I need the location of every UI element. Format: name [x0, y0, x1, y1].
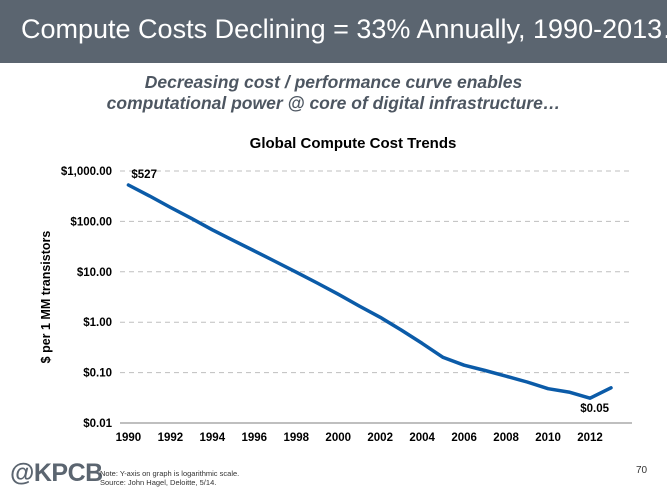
footer-notes: Note: Y-axis on graph is logarithmic sca… — [100, 469, 239, 487]
y-tick-label: $100.00 — [70, 216, 112, 228]
y-tick-label: $0.01 — [83, 418, 112, 430]
grid-lines — [120, 170, 632, 374]
y-tick-label: $10.00 — [77, 267, 112, 279]
footer-source: Source: John Hagel, Deloitte, 5/14. — [100, 478, 217, 487]
y-axis-label: $ per 1 MM transistors — [39, 231, 53, 364]
y-tick-label: $1.00 — [83, 317, 112, 329]
data-label: $0.05 — [580, 403, 609, 415]
compute-cost-chart: Global Compute Cost Trends $ per 1 MM tr… — [39, 135, 632, 444]
x-tick-label: 2008 — [493, 432, 519, 444]
x-tick-label: 2010 — [535, 432, 561, 444]
subtitle-line-1: Decreasing cost / performance curve enab… — [144, 72, 523, 92]
slide-subtitle: Decreasing cost / performance curve enab… — [0, 72, 667, 114]
x-tick-label: 1998 — [283, 432, 309, 444]
data-label: $527 — [131, 169, 157, 181]
chart-title: Global Compute Cost Trends — [250, 135, 457, 152]
y-tick-label: $0.10 — [83, 368, 112, 380]
kpcb-logo: @KPCB — [10, 459, 103, 487]
subtitle-line-2: computational power @ core of digital in… — [106, 93, 561, 113]
x-tick-label: 2004 — [409, 432, 435, 444]
x-tick-label: 2012 — [577, 432, 603, 444]
x-tick-label: 1996 — [241, 432, 267, 444]
series-layer — [126, 183, 613, 400]
series-line-0 — [126, 183, 613, 400]
x-tick-label: 1992 — [158, 432, 184, 444]
x-tick-label: 1990 — [116, 432, 142, 444]
x-tick-label: 1994 — [200, 432, 226, 444]
x-tick-label: 2000 — [325, 432, 351, 444]
y-tick-label: $1,000.00 — [61, 166, 112, 178]
tick-labels: $0.01 $0.10 $1.00 $10.00 $100.00 $1,000.00 199… — [61, 166, 610, 444]
x-tick-label: 2006 — [451, 432, 477, 444]
page-number: 70 — [636, 465, 648, 476]
slide-title: Compute Costs Declining = 33% Annually, … — [21, 14, 667, 44]
slide-header: Compute Costs Declining = 33% Annually, … — [0, 0, 667, 63]
x-tick-label: 2002 — [367, 432, 393, 444]
footer-note: Note: Y-axis on graph is logarithmic sca… — [100, 469, 240, 478]
